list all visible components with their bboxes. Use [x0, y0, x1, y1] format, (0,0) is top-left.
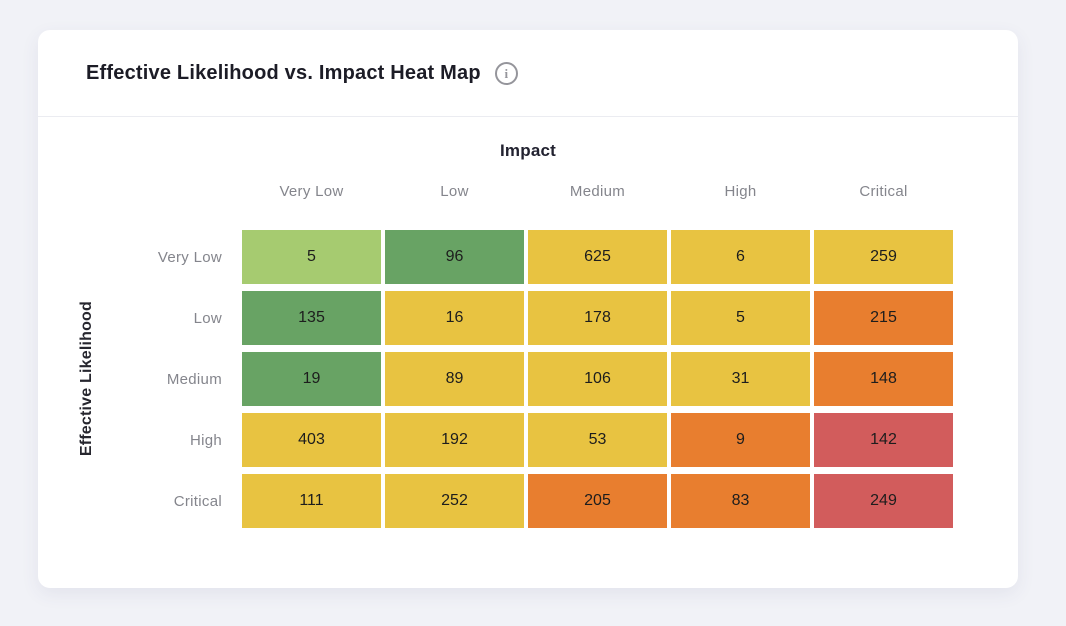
heatmap-cell[interactable]: 135 — [242, 291, 381, 345]
column-header: Medium — [569, 183, 626, 200]
heatmap-cell[interactable]: 31 — [671, 352, 810, 406]
heatmap-cell[interactable]: 5 — [671, 291, 810, 345]
heatmap-cell[interactable]: 249 — [814, 474, 953, 528]
column-header: Very Low — [279, 183, 344, 200]
heatmap-chart: Impact Very Low Low Medium High Critical Eff… — [38, 117, 1018, 588]
heatmap-row-labels: Very Low Low Medium High Critical — [38, 230, 222, 528]
heatmap-cell[interactable]: 5 — [242, 230, 381, 284]
heatmap-cell[interactable]: 403 — [242, 413, 381, 467]
heatmap-cell[interactable]: 96 — [385, 230, 524, 284]
x-axis-title: Impact — [500, 141, 556, 160]
heatmap-cell[interactable]: 111 — [242, 474, 381, 528]
column-header: High — [724, 183, 757, 200]
heatmap-cell[interactable]: 89 — [385, 352, 524, 406]
column-header: Critical — [859, 183, 908, 200]
heatmap-grid: 5 96 625 6 259 135 16 178 5 215 19 89 106 31 148 403 192… — [242, 230, 953, 528]
heatmap-cell[interactable]: 178 — [528, 291, 667, 345]
heatmap-cell[interactable]: 625 — [528, 230, 667, 284]
heatmap-cell[interactable]: 6 — [671, 230, 810, 284]
heatmap-cell[interactable]: 252 — [385, 474, 524, 528]
heatmap-column-headers: Very Low Low Medium High Critical — [242, 183, 953, 200]
heatmap-cell[interactable]: 106 — [528, 352, 667, 406]
row-label: Critical — [173, 492, 222, 510]
heatmap-cell[interactable]: 53 — [528, 413, 667, 467]
heatmap-cell[interactable]: 215 — [814, 291, 953, 345]
card-header: Effective Likelihood vs. Impact Heat Map… — [38, 30, 1018, 117]
row-label: Low — [193, 309, 222, 327]
row-label: High — [189, 431, 222, 449]
row-label: Medium — [166, 370, 222, 388]
heatmap-cell[interactable]: 142 — [814, 413, 953, 467]
heatmap-cell[interactable]: 19 — [242, 352, 381, 406]
heatmap-cell[interactable]: 83 — [671, 474, 810, 528]
heatmap-cell[interactable]: 205 — [528, 474, 667, 528]
heatmap-cell[interactable]: 148 — [814, 352, 953, 406]
heatmap-card: Effective Likelihood vs. Impact Heat Map… — [38, 30, 1018, 588]
page-title: Effective Likelihood vs. Impact Heat Map — [86, 61, 481, 84]
column-header: Low — [440, 183, 469, 200]
heatmap-cell[interactable]: 192 — [385, 413, 524, 467]
heatmap-cell[interactable]: 9 — [671, 413, 810, 467]
heatmap-cell[interactable]: 259 — [814, 230, 953, 284]
heatmap-cell[interactable]: 16 — [385, 291, 524, 345]
row-label: Very Low — [157, 248, 222, 266]
info-icon[interactable]: i — [494, 61, 518, 85]
